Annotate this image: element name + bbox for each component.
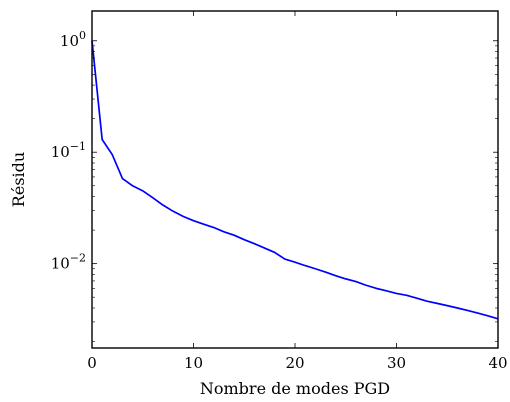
y-tick-label: 10−2 [51,252,86,273]
y-tick-label: 100 [60,29,86,50]
tick-labels-layer: 0 10 20 30 40 100 10−1 10−2 [51,29,508,372]
plot-layer [91,40,499,320]
x-tick-label: 40 [488,354,507,372]
x-tick-label: 0 [87,354,97,372]
y-axis-title: Résidu [9,152,28,207]
plot-frame [91,10,499,349]
x-tick-label: 30 [387,354,406,372]
x-tick-label: 10 [184,354,203,372]
x-axis-title: Nombre de modes PGD [200,379,390,398]
series-line-0 [91,40,499,320]
ticks-layer [91,10,499,349]
x-tick-label: 20 [285,354,304,372]
y-tick-label: 10−1 [51,140,86,161]
